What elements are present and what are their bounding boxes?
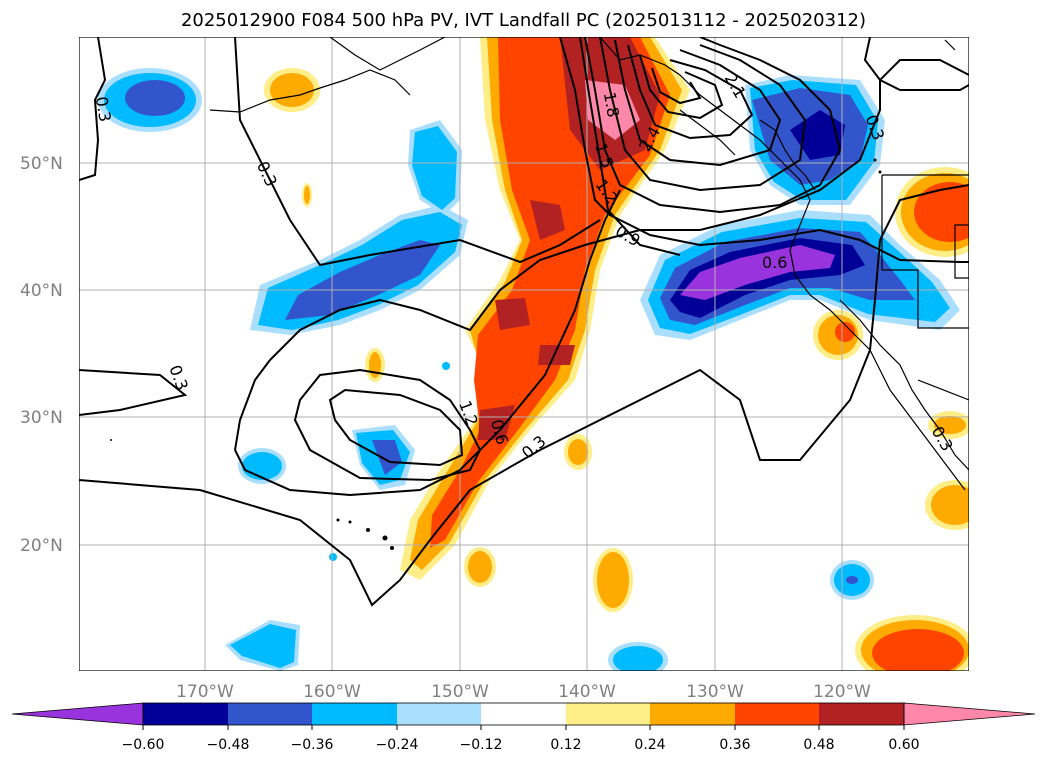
- lon-tick-labels: 170°W 160°W 150°W 140°W 130°W 120°W: [176, 682, 871, 702]
- colorbar-extend-min: [11, 702, 144, 726]
- map-plot-area: 0.3 0.3 0.3 0.3 0.3 0.6 0.6 0.9 1.2 1.2 …: [79, 37, 969, 671]
- coastlines: [209, 37, 969, 491]
- contour-label: 1.8: [600, 91, 623, 119]
- colorbar-tick-label: −0.36: [291, 737, 334, 753]
- lat-tick-label: 50°N: [20, 154, 63, 174]
- graticule: [79, 37, 969, 671]
- colorbar-swatch: [735, 703, 819, 725]
- colorbar-tick-label: 0.36: [719, 737, 750, 753]
- colorbar-swatch: [228, 703, 312, 725]
- lat-tick-label: 20°N: [20, 536, 63, 556]
- colorbar-tick-label: 0.60: [888, 737, 919, 753]
- contour-label: 0.3: [92, 95, 115, 123]
- lon-tick-label: 140°W: [558, 682, 616, 702]
- colorbar-swatch: [650, 703, 735, 725]
- colorbar-tick-label: −0.60: [122, 737, 165, 753]
- colorbar-tick-label: 0.24: [634, 737, 665, 753]
- islands: [110, 158, 882, 550]
- lon-tick-label: 120°W: [813, 682, 871, 702]
- colorbar-tick-label: 0.12: [550, 737, 581, 753]
- colorbar-swatch: [397, 703, 481, 725]
- colorbar-extend-max: [903, 702, 1036, 726]
- lon-tick-label: 160°W: [303, 682, 361, 702]
- lat-tick-label: 30°N: [20, 408, 63, 428]
- contour-label: 0.6: [762, 253, 787, 272]
- colorbar-swatch: [566, 703, 650, 725]
- pv-contour-lines: [79, 37, 969, 607]
- colorbar-tick-label: −0.12: [460, 737, 503, 753]
- colorbar-tick-label: −0.48: [207, 737, 250, 753]
- lon-tick-label: 130°W: [686, 682, 744, 702]
- colorbar-tick-label: −0.24: [376, 737, 419, 753]
- lon-tick-label: 150°W: [431, 682, 489, 702]
- colorbar-swatch: [481, 703, 566, 725]
- colorbar-tick-label: 0.48: [803, 737, 834, 753]
- colorbar-swatch: [312, 703, 397, 725]
- colorbar-swatch: [819, 703, 904, 725]
- colorbar-swatch: [143, 703, 228, 725]
- lat-tick-labels: 20°N 30°N 40°N 50°N: [20, 154, 63, 556]
- map-title: 2025012900 F084 500 hPa PV, IVT Landfall…: [180, 10, 867, 31]
- colorbar: −0.60 −0.48 −0.36 −0.24 −0.12 0.12 0.24 …: [11, 702, 1036, 753]
- lon-tick-label: 170°W: [176, 682, 234, 702]
- lat-tick-label: 40°N: [20, 281, 63, 301]
